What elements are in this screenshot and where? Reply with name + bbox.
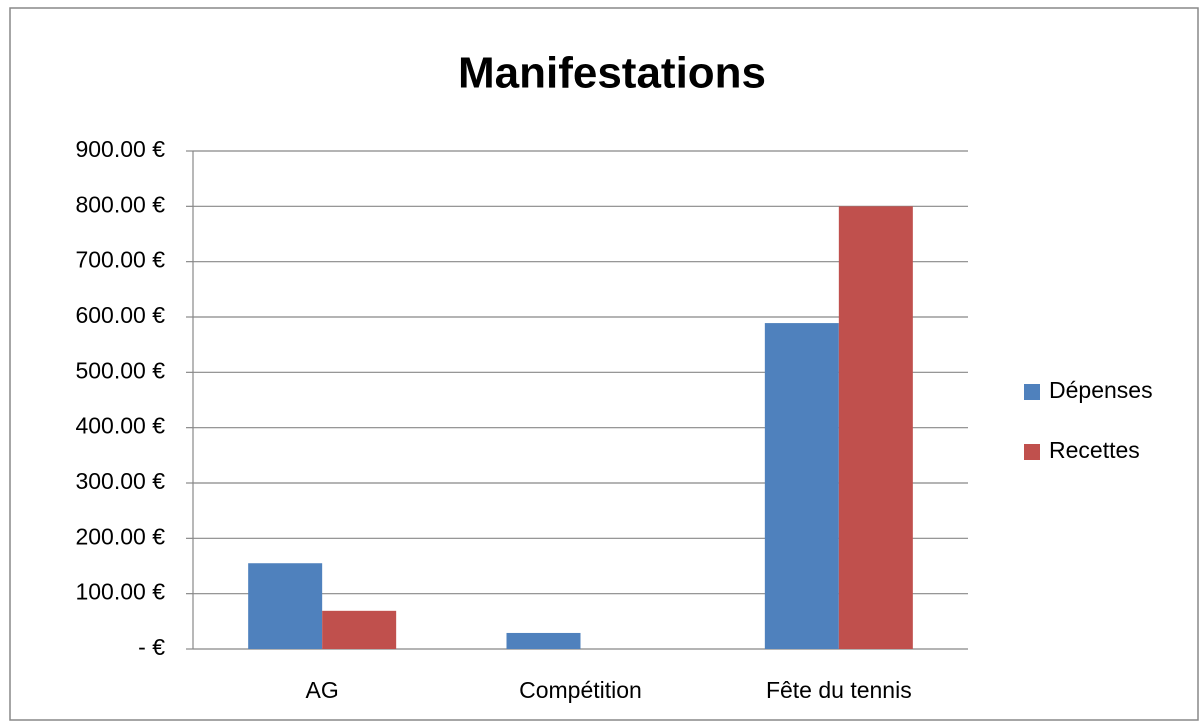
legend-swatch — [1024, 444, 1040, 460]
y-tick-label: 800.00 € — [75, 191, 165, 217]
chart-title: Manifestations — [458, 49, 766, 98]
y-tick-label: 900.00 € — [75, 136, 165, 162]
y-tick-label: 400.00 € — [75, 413, 165, 439]
bar — [248, 563, 323, 649]
y-tick-label: 100.00 € — [75, 579, 165, 605]
y-tick-label: 300.00 € — [75, 468, 165, 494]
bar — [322, 610, 397, 649]
x-tick-label: Compétition — [519, 677, 642, 703]
legend-label: Dépenses — [1049, 377, 1153, 403]
legend-label: Recettes — [1049, 437, 1140, 463]
y-tick-label: 700.00 € — [75, 247, 165, 273]
x-tick-label: Fête du tennis — [766, 677, 912, 703]
y-tick-label: 200.00 € — [75, 523, 165, 549]
y-tick-label: 600.00 € — [75, 302, 165, 328]
y-tick-label: 500.00 € — [75, 357, 165, 383]
y-tick-label: - € — [138, 634, 165, 660]
bar — [764, 323, 839, 649]
chart-frame — [9, 7, 1199, 721]
legend-swatch — [1024, 384, 1040, 400]
bar — [506, 632, 581, 649]
x-tick-label: AG — [306, 677, 339, 703]
bar — [838, 206, 913, 650]
